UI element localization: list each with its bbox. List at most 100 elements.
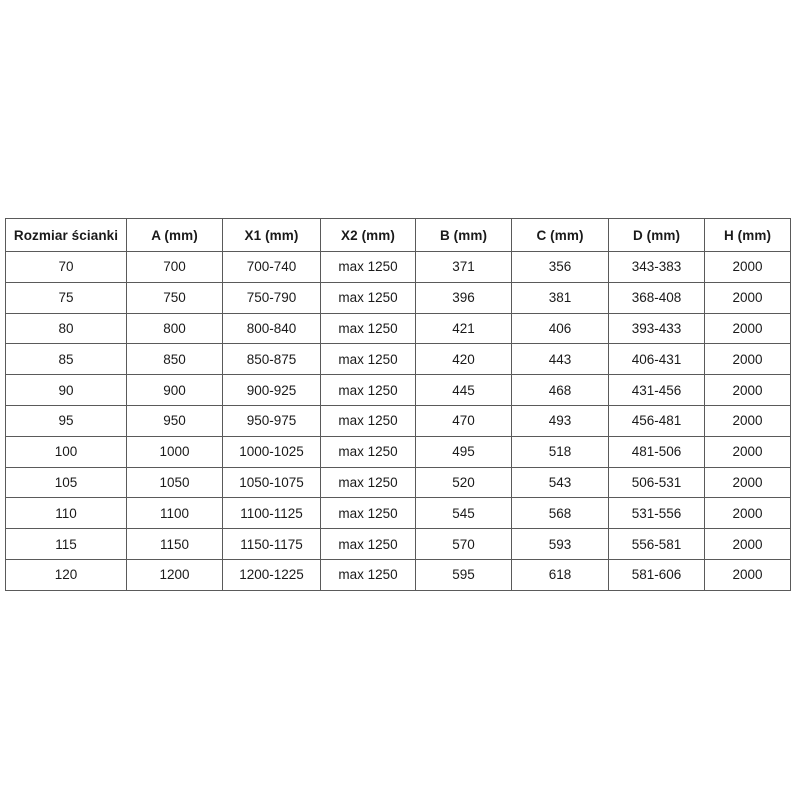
cell-b: 520	[415, 466, 512, 499]
cell-d: 368-408	[608, 281, 705, 314]
cell-b: 421	[415, 312, 512, 345]
cell-d: 506-531	[608, 466, 705, 499]
cell-d: 393-433	[608, 312, 705, 345]
cell-b: 595	[415, 558, 512, 591]
cell-c: 356	[511, 251, 609, 283]
cell-a: 1150	[126, 528, 223, 560]
cell-d: 556-581	[608, 528, 705, 560]
table-row: 75 750 750-790 max 1250 396 381 368-408 2000	[5, 281, 791, 314]
cell-size: 105	[5, 466, 127, 499]
cell-b: 371	[415, 251, 512, 283]
cell-c: 543	[511, 466, 609, 499]
cell-size: 115	[5, 528, 127, 560]
cell-x1: 1050-1075	[222, 466, 321, 499]
cell-h: 2000	[704, 466, 791, 499]
cell-h: 2000	[704, 251, 791, 283]
table-row: 110 1100 1100-1125 max 1250 545 568 531-556 200…	[5, 497, 791, 530]
table-row: 85 850 850-875 max 1250 420 443 406-431 2000	[5, 343, 791, 376]
cell-d: 581-606	[608, 558, 705, 591]
cell-x2: max 1250	[320, 466, 416, 499]
cell-a: 950	[126, 404, 223, 437]
cell-x2: max 1250	[320, 528, 416, 560]
cell-a: 1000	[126, 435, 223, 468]
cell-h: 2000	[704, 435, 791, 468]
cell-x2: max 1250	[320, 281, 416, 314]
cell-c: 381	[511, 281, 609, 314]
cell-b: 570	[415, 528, 512, 560]
cell-a: 1050	[126, 466, 223, 499]
cell-x1: 1150-1175	[222, 528, 321, 560]
cell-a: 700	[126, 251, 223, 283]
cell-x2: max 1250	[320, 497, 416, 530]
cell-size: 100	[5, 435, 127, 468]
cell-c: 406	[511, 312, 609, 345]
cell-c: 468	[511, 374, 609, 406]
cell-size: 80	[5, 312, 127, 345]
column-header-b: B (mm)	[415, 218, 512, 252]
column-header-x2: X2 (mm)	[320, 218, 416, 252]
cell-h: 2000	[704, 312, 791, 345]
cell-h: 2000	[704, 528, 791, 560]
cell-h: 2000	[704, 281, 791, 314]
table-row: 95 950 950-975 max 1250 470 493 456-481 2000	[5, 404, 791, 437]
cell-h: 2000	[704, 497, 791, 530]
cell-h: 2000	[704, 404, 791, 437]
cell-a: 800	[126, 312, 223, 345]
cell-a: 1200	[126, 558, 223, 591]
specification-table-container: Rozmiar ścianki A (mm) X1 (mm) X2 (mm) B (mm…	[5, 218, 791, 591]
cell-x2: max 1250	[320, 558, 416, 591]
table-header-row: Rozmiar ścianki A (mm) X1 (mm) X2 (mm) B (mm…	[5, 218, 791, 252]
cell-c: 593	[511, 528, 609, 560]
cell-h: 2000	[704, 374, 791, 406]
cell-x2: max 1250	[320, 374, 416, 406]
cell-b: 396	[415, 281, 512, 314]
cell-a: 850	[126, 343, 223, 376]
cell-x1: 750-790	[222, 281, 321, 314]
cell-b: 470	[415, 404, 512, 437]
cell-x1: 1000-1025	[222, 435, 321, 468]
cell-d: 406-431	[608, 343, 705, 376]
cell-x2: max 1250	[320, 312, 416, 345]
cell-x1: 1100-1125	[222, 497, 321, 530]
cell-x2: max 1250	[320, 343, 416, 376]
column-header-h: H (mm)	[704, 218, 791, 252]
column-header-c: C (mm)	[511, 218, 609, 252]
column-header-size: Rozmiar ścianki	[5, 218, 127, 252]
cell-a: 750	[126, 281, 223, 314]
cell-size: 90	[5, 374, 127, 406]
cell-size: 95	[5, 404, 127, 437]
cell-b: 445	[415, 374, 512, 406]
table-body: 70 700 700-740 max 1250 371 356 343-383 2000 75 7…	[5, 251, 791, 591]
dimensions-specification-table: Rozmiar ścianki A (mm) X1 (mm) X2 (mm) B (mm…	[5, 218, 791, 591]
cell-d: 456-481	[608, 404, 705, 437]
cell-a: 1100	[126, 497, 223, 530]
cell-x1: 1200-1225	[222, 558, 321, 591]
cell-size: 85	[5, 343, 127, 376]
column-header-d: D (mm)	[608, 218, 705, 252]
column-header-a: A (mm)	[126, 218, 223, 252]
cell-c: 443	[511, 343, 609, 376]
cell-size: 70	[5, 251, 127, 283]
table-row: 100 1000 1000-1025 max 1250 495 518 481-506 200…	[5, 435, 791, 468]
column-header-x1: X1 (mm)	[222, 218, 321, 252]
cell-a: 900	[126, 374, 223, 406]
cell-x2: max 1250	[320, 251, 416, 283]
cell-d: 343-383	[608, 251, 705, 283]
cell-size: 120	[5, 558, 127, 591]
cell-x2: max 1250	[320, 404, 416, 437]
cell-d: 531-556	[608, 497, 705, 530]
cell-x2: max 1250	[320, 435, 416, 468]
table-row: 80 800 800-840 max 1250 421 406 393-433 2000	[5, 312, 791, 345]
cell-h: 2000	[704, 343, 791, 376]
cell-c: 568	[511, 497, 609, 530]
cell-x1: 800-840	[222, 312, 321, 345]
table-row: 115 1150 1150-1175 max 1250 570 593 556-581 200…	[5, 528, 791, 560]
cell-d: 431-456	[608, 374, 705, 406]
table-row: 90 900 900-925 max 1250 445 468 431-456 2000	[5, 374, 791, 406]
table-row: 70 700 700-740 max 1250 371 356 343-383 2000	[5, 251, 791, 283]
cell-x1: 700-740	[222, 251, 321, 283]
cell-size: 75	[5, 281, 127, 314]
cell-x1: 900-925	[222, 374, 321, 406]
cell-x1: 850-875	[222, 343, 321, 376]
cell-b: 545	[415, 497, 512, 530]
